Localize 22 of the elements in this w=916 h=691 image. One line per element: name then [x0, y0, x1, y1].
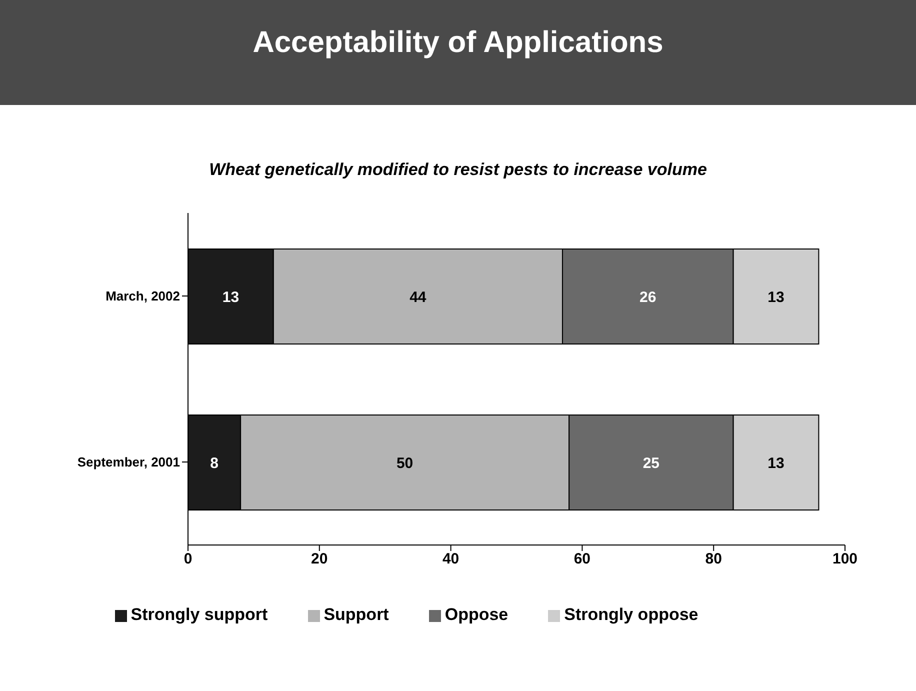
data-label: 13	[222, 288, 240, 306]
data-label: 13	[768, 454, 784, 472]
chart-title: Acceptability of Applications	[0, 0, 916, 105]
legend-label: Support	[324, 605, 389, 624]
x-tick-label: 80	[705, 550, 722, 568]
legend-label: Oppose	[444, 605, 508, 624]
y-tick-label: March, 2002	[106, 288, 180, 304]
data-label: 8	[210, 454, 218, 472]
x-tick-label: 0	[184, 550, 192, 568]
legend-label: Strongly support	[130, 605, 268, 624]
x-tick-label: 100	[832, 550, 858, 568]
x-tick-label: 20	[311, 550, 328, 568]
x-tick-label: 60	[574, 550, 591, 568]
chart-subtitle: Wheat genetically modified to resist pests to increase volume	[208, 160, 708, 180]
data-label: 50	[396, 454, 414, 472]
data-label: 25	[642, 454, 660, 472]
x-tick-label: 40	[442, 550, 460, 568]
y-tick-label: September, 2001	[77, 454, 180, 470]
data-label: 26	[640, 288, 656, 306]
data-label: 44	[410, 288, 427, 306]
legend-label: Strongly oppose	[564, 605, 698, 624]
data-label: 13	[768, 288, 784, 306]
